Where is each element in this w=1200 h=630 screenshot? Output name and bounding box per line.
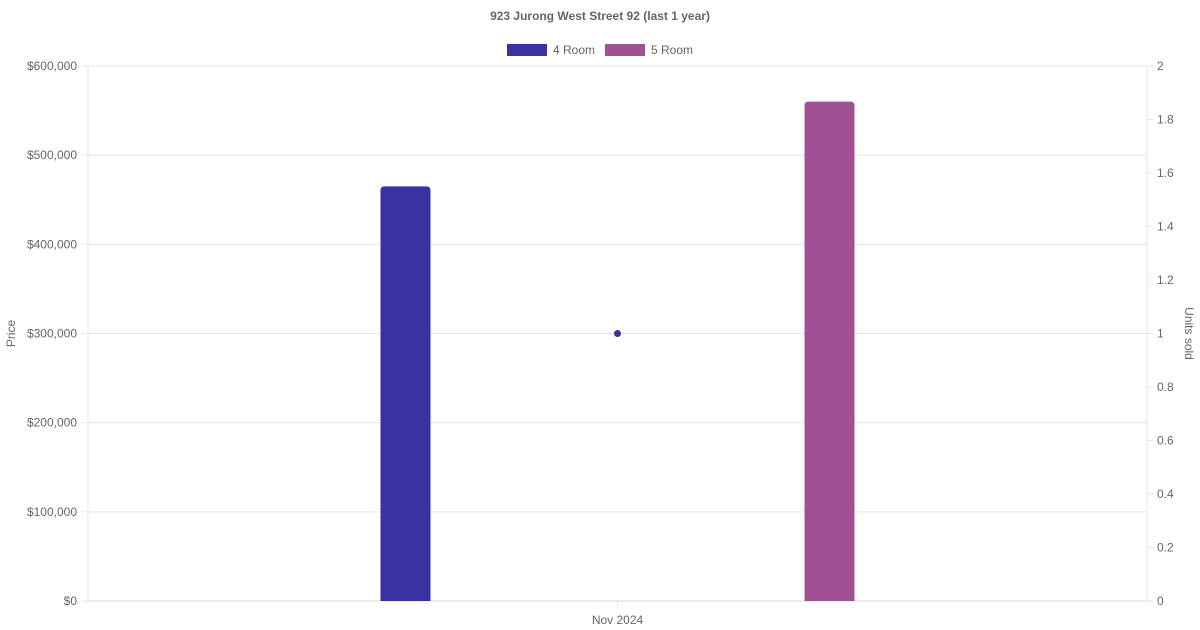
legend: 4 Room 5 Room [0,43,1200,57]
y-tick-label: $300,000 [27,327,77,341]
y-tick-label: $400,000 [27,237,77,251]
y2-tick-label: 2 [1157,59,1164,73]
legend-swatch-5-room [605,44,645,56]
bar-5-room [804,101,855,602]
y2-tick-label: 0.2 [1157,541,1174,555]
y2-tick-label: 1 [1157,327,1164,341]
y-tick-label: $500,000 [27,148,77,162]
y-tick-label: $600,000 [27,59,77,73]
y2-tick-label: 0 [1157,594,1164,608]
y2-axis-title: Units sold [1182,307,1196,360]
y-tick-label: $100,000 [27,505,77,519]
y2-tick-label: 1.4 [1157,220,1174,234]
chart-title: 923 Jurong West Street 92 (last 1 year) [490,9,710,23]
y2-tick-label: 1.6 [1157,166,1174,180]
y2-tick-label: 0.6 [1157,434,1174,448]
x-tick-label: Nov 2024 [592,613,644,627]
y-tick-label: $200,000 [27,416,77,430]
bar-4-room [380,186,431,601]
legend-swatch-4-room [506,44,547,56]
legend-label-5-room: 5 Room [651,43,694,57]
point-units-sold [614,330,621,337]
y-axis-title: Price [4,320,18,348]
y2-tick-label: 0.4 [1157,487,1174,501]
y2-tick-label: 1.8 [1157,113,1174,127]
legend-item-5-room[interactable]: 5 Room [605,43,693,57]
legend-item-4-room[interactable]: 4 Room [506,43,595,57]
legend-label-4-room: 4 Room [552,43,595,57]
y-tick-label: $0 [64,594,78,608]
y2-tick-label: 0.8 [1157,380,1174,394]
y2-tick-label: 1.2 [1157,273,1174,287]
